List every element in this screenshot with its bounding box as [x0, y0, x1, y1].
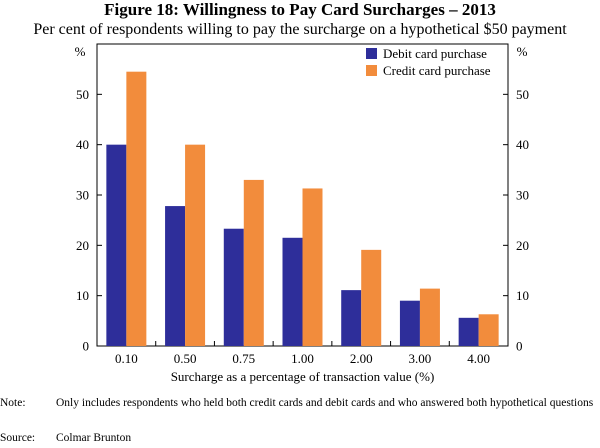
- chart-subtitle: Per cent of respondents willing to pay t…: [33, 21, 567, 38]
- bar-debit: [458, 317, 479, 346]
- bar-debit: [223, 228, 244, 346]
- y-tick-label-left: 20: [76, 238, 89, 253]
- bar-debit: [399, 300, 420, 346]
- source-text: Colmar Brunton: [56, 432, 132, 444]
- note-text: Only includes respondents who held both …: [56, 397, 594, 409]
- bar-credit: [478, 314, 499, 346]
- y-tick-label-right: 30: [516, 188, 529, 203]
- y-tick-label-left: 40: [76, 137, 89, 152]
- bar-debit: [106, 144, 127, 346]
- y-tick-label-left: 10: [76, 288, 89, 303]
- y-tick-label-right: 20: [516, 238, 529, 253]
- x-axis-label: Surcharge as a percentage of transaction…: [171, 369, 435, 384]
- bar-credit: [302, 188, 323, 346]
- legend-swatch-credit: [366, 65, 377, 76]
- y-axis-unit-left: %: [75, 44, 86, 59]
- x-tick-label: 3.00: [409, 351, 432, 366]
- y-tick-label-left: 0: [83, 339, 90, 354]
- y-tick-label-right: 0: [516, 339, 523, 354]
- bar-debit: [341, 290, 362, 346]
- legend-swatch-debit: [366, 48, 377, 59]
- note-label: Note:: [0, 397, 26, 409]
- y-tick-label-right: 50: [516, 87, 529, 102]
- bar-debit: [282, 237, 303, 346]
- bar-credit: [361, 249, 382, 346]
- bar-chart: 0 0 10 10 20 20 30 30 40 40 50 50% % 0.10 0.50 0.75 1.00…: [75, 43, 529, 384]
- y-tick-label-left: 30: [76, 188, 89, 203]
- bar-debit: [165, 206, 186, 346]
- y-tick-label-right: 40: [516, 137, 529, 152]
- y-tick-label-left: 50: [76, 87, 89, 102]
- bar-credit: [243, 179, 264, 346]
- bar-credit: [419, 288, 440, 346]
- x-tick-label: 0.75: [232, 351, 255, 366]
- x-tick-label: 2.00: [350, 351, 373, 366]
- legend-label-debit: Debit card purchase: [383, 46, 487, 61]
- y-tick-label-right: 10: [516, 288, 529, 303]
- legend-label-credit: Credit card purchase: [383, 63, 491, 78]
- bar-credit: [185, 144, 206, 346]
- x-tick-label: 0.50: [174, 351, 197, 366]
- source-label: Source:: [0, 432, 36, 444]
- x-tick-label: 4.00: [467, 351, 490, 366]
- x-tick-label: 1.00: [291, 351, 314, 366]
- x-tick-label: 0.10: [115, 351, 138, 366]
- y-axis-unit-right: %: [517, 44, 528, 59]
- bar-credit: [126, 71, 147, 346]
- chart-title: Figure 18: Willingness to Pay Card Surch…: [104, 0, 496, 19]
